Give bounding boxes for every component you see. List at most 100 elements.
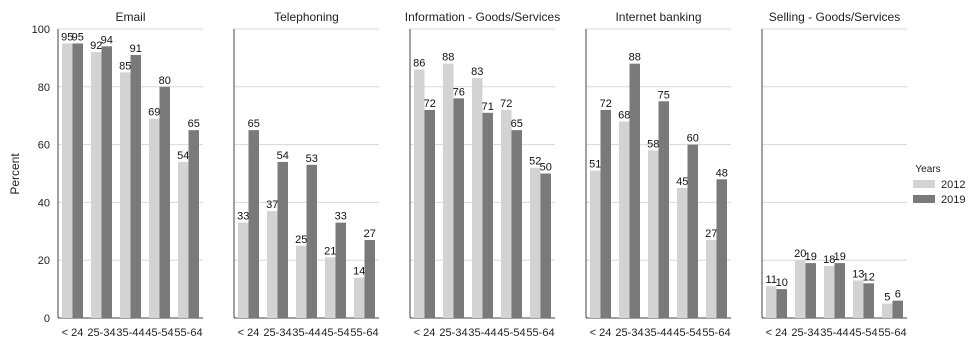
bar-2019-4554 (335, 222, 346, 318)
bar-2019-5564 (892, 300, 903, 318)
bar-2012-5564 (706, 239, 717, 318)
bar-2012-2534 (443, 63, 454, 319)
data-label: 14 (353, 266, 365, 278)
data-label: 72 (424, 98, 436, 110)
x-tick-label: 45-54 (673, 327, 701, 339)
data-label: 10 (776, 277, 788, 289)
x-tick-label: 25-34 (439, 327, 467, 339)
data-label: 60 (687, 133, 699, 145)
bar-2019-2534 (453, 98, 464, 318)
legend-label-2019: 2019 (941, 194, 965, 206)
data-label: 69 (148, 107, 160, 119)
panel-title: Information - Goods/Services (405, 10, 560, 24)
data-label: 27 (705, 228, 717, 240)
data-label: 95 (61, 31, 73, 43)
data-label: 86 (413, 57, 425, 69)
data-label: 88 (442, 52, 454, 64)
data-label: 95 (72, 31, 84, 43)
data-label: 12 (863, 271, 875, 283)
data-label: 33 (237, 211, 249, 223)
bar-2019-4554 (863, 283, 874, 318)
y-tick-label: 100 (32, 24, 50, 36)
x-tick-label: 45-54 (145, 327, 173, 339)
bar-2019-5564 (540, 173, 551, 318)
bar-2019-24 (776, 289, 787, 318)
bar-2019-24 (424, 109, 435, 318)
bar-2019-4554 (159, 86, 170, 318)
legend-swatch-2012 (913, 180, 935, 188)
bar-2019-5564 (716, 179, 727, 318)
data-label: 25 (295, 234, 307, 246)
bar-2019-5564 (364, 239, 375, 318)
bar-2012-4554 (853, 280, 864, 318)
data-label: 83 (471, 66, 483, 78)
y-tick-label: 60 (38, 140, 50, 152)
x-tick-label: 55-64 (526, 327, 554, 339)
bar-2019-2534 (629, 63, 640, 319)
bar-2012-2534 (91, 52, 102, 319)
panel-3: Internet banking 51 72 < 24 68 88 25-34 58 75 35-… (585, 10, 731, 339)
bar-2019-3544 (658, 101, 669, 318)
x-tick-label: 35-44 (116, 327, 144, 339)
data-label: 94 (101, 34, 113, 46)
x-tick-label: 55-64 (702, 327, 730, 339)
data-label: 52 (529, 156, 541, 168)
data-label: 6 (895, 289, 901, 301)
data-label: 45 (676, 176, 688, 188)
bar-2012-2534 (267, 211, 278, 318)
data-label: 76 (453, 86, 465, 98)
data-label: 54 (277, 150, 289, 162)
bar-2019-2534 (805, 263, 816, 318)
data-label: 58 (647, 138, 659, 150)
data-label: 72 (600, 98, 612, 110)
x-tick-label: 35-44 (468, 327, 496, 339)
bar-2019-2534 (277, 161, 288, 318)
bar-2012-4554 (149, 118, 160, 318)
data-label: 51 (589, 159, 601, 171)
data-label: 33 (335, 211, 347, 223)
data-label: 21 (324, 245, 336, 257)
x-tick-label: 45-54 (497, 327, 525, 339)
bar-2012-4554 (325, 257, 336, 318)
bar-2012-24 (414, 69, 425, 319)
data-label: 72 (500, 98, 512, 110)
bar-2012-3544 (648, 150, 659, 318)
bar-2012-2534 (795, 260, 806, 318)
data-label: 54 (177, 150, 189, 162)
panel-1: Telephoning 33 65 < 24 37 54 25-34 25 53 35-44 21 3… (233, 10, 379, 339)
data-label: 65 (511, 118, 523, 130)
bar-2012-5564 (178, 161, 189, 318)
x-tick-label: 25-34 (87, 327, 115, 339)
bar-2019-24 (600, 109, 611, 318)
data-label: 37 (266, 199, 278, 211)
data-label: 13 (852, 268, 864, 280)
bar-2012-5564 (530, 167, 541, 318)
x-tick-label: 45-54 (849, 327, 877, 339)
data-label: 27 (364, 228, 376, 240)
data-label: 68 (618, 109, 630, 121)
data-label: 91 (130, 43, 142, 55)
data-label: 80 (159, 75, 171, 87)
x-tick-label: < 24 (414, 327, 436, 339)
x-tick-label: < 24 (590, 327, 612, 339)
bar-2012-2534 (619, 121, 630, 318)
bar-2019-5564 (188, 130, 199, 318)
x-tick-label: < 24 (238, 327, 260, 339)
y-tick-label: 80 (38, 82, 50, 94)
bar-2012-3544 (296, 245, 307, 318)
bar-2012-5564 (882, 303, 893, 318)
data-label: 65 (248, 118, 260, 130)
data-label: 48 (716, 167, 728, 179)
data-label: 19 (805, 251, 817, 263)
legend: Years 2012 2019 (913, 164, 965, 206)
data-label: 5 (884, 292, 890, 304)
data-label: 20 (794, 248, 806, 260)
data-label: 75 (658, 89, 670, 101)
x-tick-label: 25-34 (615, 327, 643, 339)
data-label: 53 (306, 153, 318, 165)
bar-2012-4554 (501, 109, 512, 318)
